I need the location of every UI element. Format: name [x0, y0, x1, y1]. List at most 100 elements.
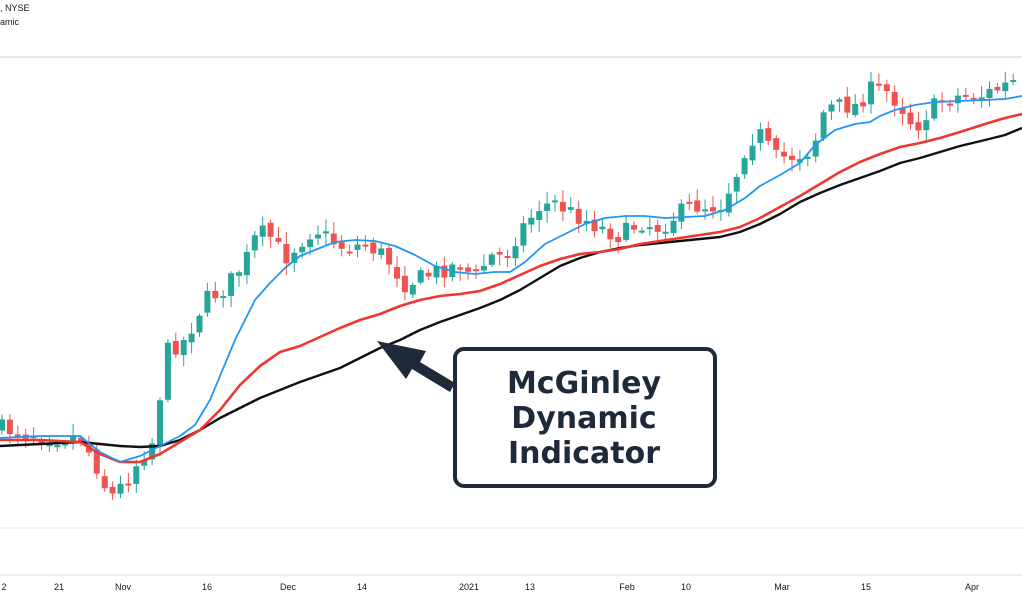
candle-up — [70, 435, 77, 443]
candle-down — [93, 449, 100, 474]
x-tick-label: 2 — [1, 582, 6, 592]
candle-up — [480, 266, 487, 271]
candle-down — [994, 86, 1001, 91]
x-tick-label: Feb — [619, 582, 635, 592]
candle-up — [757, 129, 764, 143]
chart-header-indicator: amic — [0, 17, 20, 27]
candle-up — [149, 443, 156, 460]
candle-down — [907, 112, 914, 125]
candle-up — [259, 225, 266, 237]
candle-up — [852, 104, 859, 116]
candle-down — [686, 201, 693, 204]
x-tick-label: Mar — [774, 582, 790, 592]
candle-up — [836, 99, 843, 102]
candle-down — [457, 267, 464, 270]
x-tick-label: 13 — [525, 582, 535, 592]
candle-down — [441, 265, 448, 278]
candle-down — [425, 272, 432, 277]
candle-up — [307, 239, 314, 248]
candle-down — [591, 219, 598, 232]
candle-up — [117, 483, 124, 494]
candle-up — [188, 333, 195, 343]
candle-down — [962, 94, 969, 97]
x-tick-label: Dec — [280, 582, 297, 592]
candle-down — [915, 122, 922, 131]
candle-up — [0, 419, 5, 431]
candle-down — [789, 155, 795, 160]
callout-line-2: Dynamic — [511, 401, 656, 436]
candle-up — [733, 177, 740, 192]
candle-up — [796, 159, 803, 163]
candle-down — [362, 244, 369, 247]
candle-up — [417, 270, 424, 283]
candle-down — [346, 251, 353, 254]
candle-up — [520, 223, 527, 246]
x-tick-label: 21 — [54, 582, 64, 592]
candle-up — [488, 254, 495, 265]
candle-down — [212, 290, 219, 299]
candle-up — [812, 140, 819, 157]
candle-up — [528, 217, 535, 225]
candle-up — [354, 244, 361, 250]
candle-down — [559, 201, 566, 212]
candle-up — [378, 248, 385, 255]
candle-up — [204, 290, 211, 313]
candle-down — [401, 275, 408, 293]
candle-down — [883, 84, 890, 91]
candle-up — [804, 156, 811, 159]
candle-down — [370, 242, 377, 254]
x-tick-label: 10 — [681, 582, 691, 592]
candle-down — [773, 138, 780, 150]
x-axis-ticks: 2 21 Nov 16 Dec 14 2021 13 Feb 10 Mar 15 Apr — [1, 582, 979, 592]
candle-down — [844, 96, 851, 113]
candle-up — [599, 226, 606, 230]
callout: McGinley Dynamic Indicator — [377, 341, 717, 488]
candle-down — [267, 222, 274, 237]
candle-up — [954, 95, 961, 104]
candle-down — [899, 107, 906, 114]
candle-up — [623, 222, 630, 240]
mcginley-dynamic-line — [0, 112, 1022, 464]
candle-up — [196, 315, 203, 333]
candle-up — [749, 145, 756, 161]
blue-moving-average-line — [0, 95, 1022, 463]
candle-up — [409, 284, 416, 295]
candle-down — [765, 128, 772, 141]
x-tick-label: Apr — [965, 582, 979, 592]
candle-down — [38, 439, 45, 444]
candle-up — [1010, 80, 1017, 82]
candle-up — [544, 203, 551, 211]
candle-down — [860, 102, 867, 107]
callout-line-1: McGinley — [507, 366, 662, 401]
candle-down — [473, 269, 479, 272]
candle-down — [101, 476, 108, 489]
candle-up — [820, 112, 827, 139]
candle-down — [615, 237, 622, 243]
candle-down — [504, 256, 511, 258]
candle-down — [607, 228, 614, 240]
candle-down — [970, 97, 977, 100]
x-tick-label: 15 — [861, 582, 871, 592]
candle-down — [654, 225, 661, 232]
candle-up — [725, 193, 732, 213]
candle-down — [6, 419, 13, 435]
candle-up — [931, 98, 938, 119]
candle-up — [828, 104, 835, 112]
x-tick-label: 16 — [202, 582, 212, 592]
candle-down — [781, 151, 788, 157]
candle-down — [78, 437, 84, 442]
candle-down — [710, 207, 716, 212]
callout-box — [453, 347, 717, 488]
candle-up — [868, 81, 874, 105]
candle-up — [133, 466, 140, 484]
candle-up — [670, 220, 677, 234]
candle-up — [46, 444, 53, 447]
candle-down — [283, 244, 290, 264]
candle-up — [236, 272, 242, 276]
candle-down — [394, 267, 400, 279]
callout-line-3: Indicator — [508, 436, 660, 471]
candle-up — [567, 207, 574, 210]
candle-up — [62, 443, 69, 446]
candle-up — [220, 296, 227, 298]
